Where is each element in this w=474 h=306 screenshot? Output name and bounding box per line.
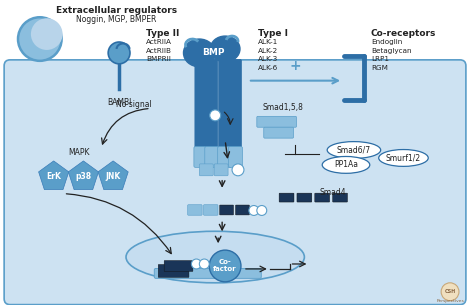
Text: Type I: Type I xyxy=(258,29,288,38)
Text: Extracellular regulators: Extracellular regulators xyxy=(55,6,177,15)
Text: Perspectives: Perspectives xyxy=(436,299,464,303)
Circle shape xyxy=(200,259,209,269)
Ellipse shape xyxy=(327,142,381,159)
Text: Smad4: Smad4 xyxy=(319,188,346,197)
FancyBboxPatch shape xyxy=(2,2,472,304)
FancyBboxPatch shape xyxy=(4,60,466,304)
FancyBboxPatch shape xyxy=(229,59,241,150)
Text: ALK-1
ALK-2
ALK-3
ALK-6: ALK-1 ALK-2 ALK-3 ALK-6 xyxy=(258,39,278,71)
FancyBboxPatch shape xyxy=(297,193,312,202)
FancyBboxPatch shape xyxy=(194,147,208,167)
Ellipse shape xyxy=(126,231,304,283)
FancyBboxPatch shape xyxy=(158,264,189,277)
Circle shape xyxy=(191,259,201,269)
Circle shape xyxy=(209,250,241,282)
Circle shape xyxy=(257,206,267,215)
FancyBboxPatch shape xyxy=(236,205,249,215)
Circle shape xyxy=(232,164,244,176)
Circle shape xyxy=(108,42,130,64)
Text: ErK: ErK xyxy=(46,172,61,181)
Text: BMP: BMP xyxy=(202,48,225,58)
FancyBboxPatch shape xyxy=(164,260,193,271)
FancyBboxPatch shape xyxy=(206,59,218,150)
FancyBboxPatch shape xyxy=(315,193,329,202)
Text: Smurf1/2: Smurf1/2 xyxy=(386,153,421,162)
FancyBboxPatch shape xyxy=(228,147,242,167)
FancyBboxPatch shape xyxy=(200,164,213,176)
FancyBboxPatch shape xyxy=(195,59,207,150)
Text: Type II: Type II xyxy=(146,29,179,38)
Polygon shape xyxy=(68,161,99,190)
Ellipse shape xyxy=(210,36,240,62)
Circle shape xyxy=(249,206,259,215)
FancyBboxPatch shape xyxy=(203,205,218,215)
FancyBboxPatch shape xyxy=(154,268,261,278)
Circle shape xyxy=(210,110,221,121)
Polygon shape xyxy=(98,161,128,190)
FancyBboxPatch shape xyxy=(219,205,234,215)
Text: Smad1,5,8: Smad1,5,8 xyxy=(262,103,303,112)
Text: MAPK: MAPK xyxy=(69,148,90,157)
FancyBboxPatch shape xyxy=(218,147,232,167)
Text: p38: p38 xyxy=(75,172,91,181)
FancyBboxPatch shape xyxy=(205,147,219,167)
Circle shape xyxy=(18,17,62,61)
FancyBboxPatch shape xyxy=(188,205,202,215)
Circle shape xyxy=(441,283,459,301)
FancyBboxPatch shape xyxy=(257,116,296,127)
FancyBboxPatch shape xyxy=(264,127,293,138)
Text: +: + xyxy=(290,59,301,73)
Text: JNK: JNK xyxy=(106,172,121,181)
Text: CSH: CSH xyxy=(445,289,456,294)
Text: Smad6/7: Smad6/7 xyxy=(337,146,371,155)
Text: No signal: No signal xyxy=(116,100,152,110)
Ellipse shape xyxy=(183,39,215,67)
FancyBboxPatch shape xyxy=(214,164,228,176)
Circle shape xyxy=(31,18,63,50)
Text: PP1Aa: PP1Aa xyxy=(334,160,358,170)
Text: Co-receptors: Co-receptors xyxy=(371,29,436,38)
Text: BAMBI: BAMBI xyxy=(107,98,131,106)
FancyBboxPatch shape xyxy=(279,193,294,202)
FancyBboxPatch shape xyxy=(219,59,230,150)
FancyBboxPatch shape xyxy=(333,193,347,202)
Text: ActRIIA
ActRIIB
BMPRII: ActRIIA ActRIIB BMPRII xyxy=(146,39,172,62)
Text: Endoglin
Betaglycan
LRP1
RGM: Endoglin Betaglycan LRP1 RGM xyxy=(371,39,411,71)
Text: Co-
factor: Co- factor xyxy=(213,259,237,272)
Text: Noggin, MGP, BMPER: Noggin, MGP, BMPER xyxy=(76,15,156,24)
Ellipse shape xyxy=(322,156,370,173)
Ellipse shape xyxy=(379,150,428,166)
Polygon shape xyxy=(38,161,69,190)
